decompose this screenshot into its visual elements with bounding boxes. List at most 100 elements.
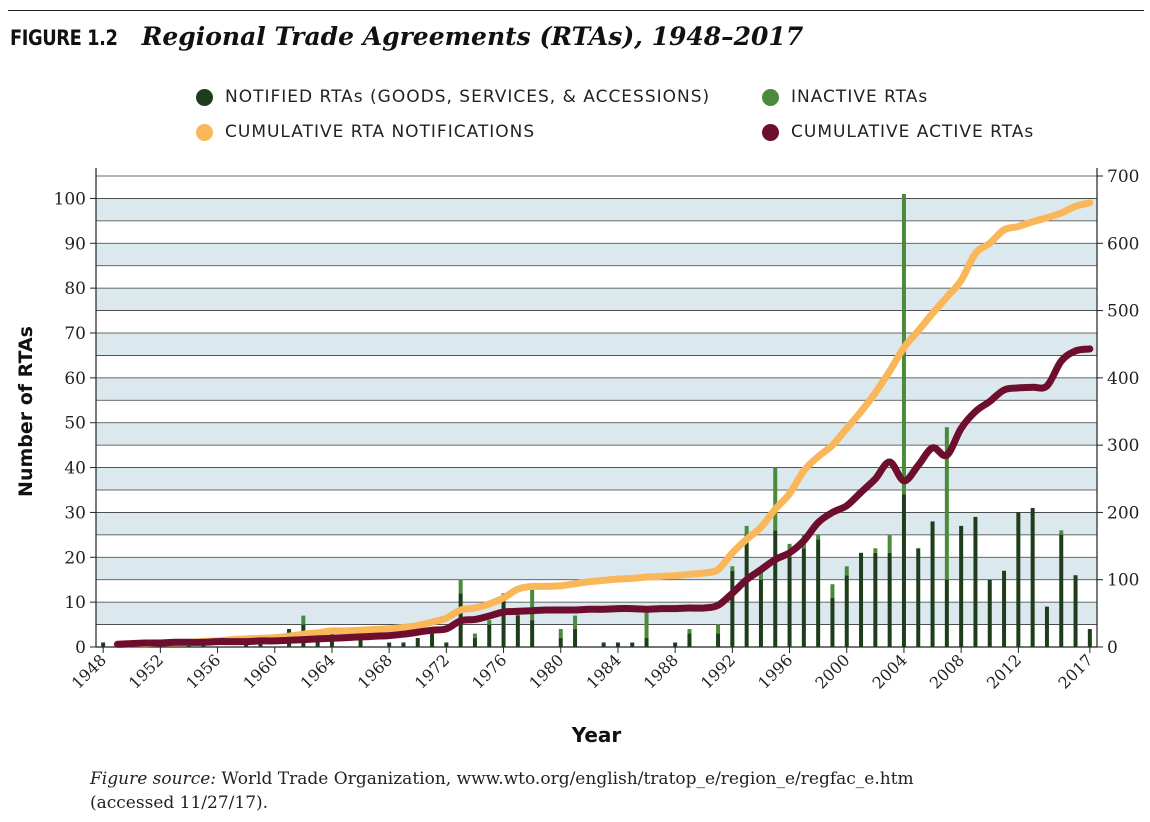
x-tick-label: 1976 — [468, 650, 510, 692]
bar-notified — [415, 638, 420, 647]
y2-tick-label: 400 — [1107, 369, 1139, 389]
bar-notified — [801, 548, 806, 647]
y2-tick-label: 300 — [1107, 436, 1139, 456]
bar-notified — [987, 579, 992, 647]
y-tick-label: 60 — [64, 369, 86, 389]
bar-notified — [558, 638, 563, 647]
bar-inactive — [758, 570, 763, 580]
bar-inactive — [1059, 530, 1064, 535]
bar-notified — [1016, 512, 1021, 647]
bar-notified — [816, 539, 821, 647]
y-tick-label: 0 — [75, 638, 86, 658]
bar-notified — [873, 552, 878, 647]
bar-notified — [944, 579, 949, 647]
x-tick-label: 2000 — [811, 650, 853, 692]
bar-notified — [758, 579, 763, 647]
bar-inactive — [944, 427, 949, 580]
bar-notified — [530, 620, 535, 647]
bar-inactive — [816, 534, 821, 540]
bar-notified — [101, 642, 106, 647]
bar-notified — [615, 642, 620, 647]
bar-inactive — [773, 467, 778, 531]
plot-band — [96, 198, 1097, 221]
source-accessed: (accessed 11/27/17). — [90, 793, 269, 813]
bar-inactive — [830, 584, 835, 598]
x-tick-label: 1964 — [297, 650, 339, 692]
x-tick-label: 2017 — [1054, 650, 1096, 692]
source-label: Figure source: — [90, 769, 216, 789]
bar-inactive — [873, 548, 878, 553]
bar-inactive — [716, 624, 721, 634]
legend-swatch-notified — [196, 88, 213, 106]
x-tick-label: 1968 — [354, 650, 396, 692]
y2-tick-label: 200 — [1107, 503, 1139, 523]
bar-inactive — [487, 620, 492, 625]
legend: NOTIFIED RTAs (GOODS, SERVICES, & ACCESS… — [0, 0, 1150, 150]
y2-tick-label: 500 — [1107, 302, 1139, 322]
figure-source: Figure source: World Trade Organization,… — [90, 767, 914, 815]
bar-notified — [644, 638, 649, 647]
bar-notified — [1044, 606, 1049, 647]
bar-notified — [487, 624, 492, 647]
bar-inactive — [730, 566, 735, 571]
y-tick-label: 70 — [64, 324, 86, 344]
legend-item-notified: NOTIFIED RTAs (GOODS, SERVICES, & ACCESS… — [196, 87, 710, 107]
bar-inactive — [744, 525, 749, 535]
line-cumulative-active — [114, 345, 1094, 648]
bar-notified — [716, 633, 721, 647]
plot-band — [96, 288, 1097, 311]
bar-notified — [515, 615, 520, 647]
legend-label-cumulative-active: CUMULATIVE ACTIVE RTAs — [791, 122, 1035, 142]
x-tick-label: 1972 — [411, 650, 453, 692]
bar-inactive — [687, 629, 692, 634]
bar-notified — [730, 570, 735, 647]
y2-tick-label: 600 — [1107, 234, 1139, 254]
bar-notified — [916, 548, 921, 647]
bar-notified — [687, 633, 692, 647]
bar-notified — [401, 642, 406, 647]
bar-notified — [315, 638, 320, 647]
legend-swatch-cumulative-active — [762, 123, 779, 141]
y-axis-title: Number of RTAs — [15, 326, 37, 497]
legend-item-cumulative-active: CUMULATIVE ACTIVE RTAs — [762, 122, 1034, 142]
x-axis-title: Year — [571, 723, 622, 747]
plot-band — [96, 377, 1097, 401]
bar-inactive — [573, 615, 578, 630]
bar-notified — [387, 642, 392, 647]
y-tick-label: 40 — [64, 459, 86, 479]
y-tick-label: 80 — [64, 279, 86, 299]
y-tick-label: 90 — [64, 234, 86, 254]
legend-swatch-cumulative-notifications — [196, 123, 213, 141]
y-tick-label: 10 — [64, 593, 86, 613]
bar-inactive — [301, 615, 306, 625]
x-tick-label: 2008 — [926, 650, 968, 692]
bar-notified — [430, 633, 435, 647]
y-tick-label: 30 — [64, 503, 86, 523]
legend-item-inactive: INACTIVE RTAs — [762, 87, 928, 107]
bar-notified — [830, 597, 835, 647]
figure-label: FIGURE 1.2 — [10, 26, 118, 50]
x-tick-label: 2012 — [983, 650, 1025, 692]
bar-notified — [887, 552, 892, 647]
bar-notified — [744, 534, 749, 647]
bar-inactive — [558, 629, 563, 639]
legend-label-cumulative-notifications: CUMULATIVE RTA NOTIFICATIONS — [225, 122, 536, 142]
bar-notified — [573, 629, 578, 647]
x-tick-label: 2004 — [869, 650, 911, 692]
bar-notified — [901, 494, 906, 647]
bar-inactive — [644, 611, 649, 639]
legend-label-inactive: INACTIVE RTAs — [791, 87, 929, 107]
bar-notified — [444, 642, 449, 647]
bar-inactive — [887, 534, 892, 553]
y-tick-label: 50 — [64, 414, 86, 434]
plot-band — [96, 512, 1097, 535]
bar-notified — [501, 597, 506, 647]
x-tick-label: 1952 — [125, 650, 167, 692]
bar-notified — [959, 525, 964, 647]
bar-notified — [1059, 534, 1064, 647]
bar-notified — [1030, 507, 1035, 647]
bar-notified — [673, 642, 678, 647]
plot-band — [96, 243, 1097, 266]
bar-notified — [1073, 575, 1078, 647]
x-tick-label: 1956 — [182, 650, 224, 692]
